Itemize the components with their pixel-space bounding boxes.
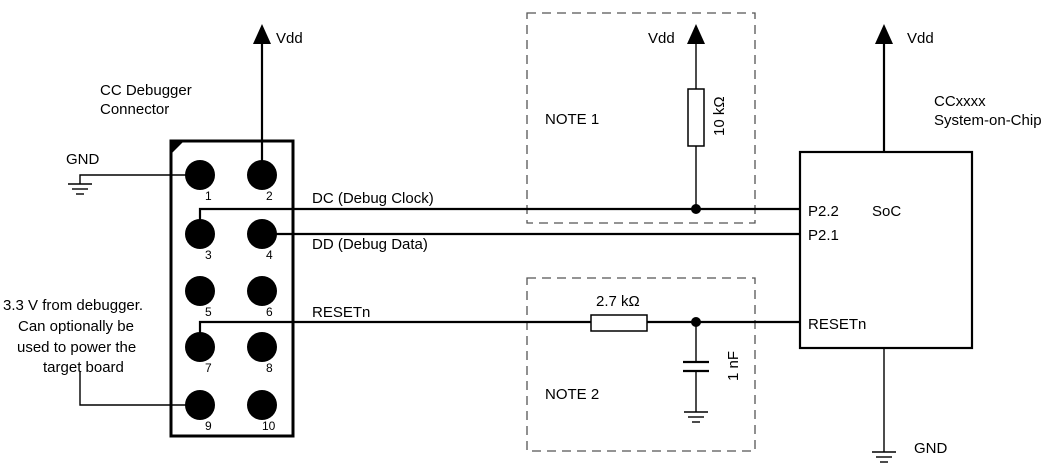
gnd-label-soc: GND: [914, 440, 948, 457]
pin-number-3: 3: [205, 248, 212, 262]
dc-junction: [691, 204, 701, 214]
vdd-label-soc: Vdd: [907, 30, 934, 47]
connector-title-1: CC Debugger: [100, 82, 192, 99]
note2-box: [526, 277, 756, 452]
annotation-line-3: used to power the: [17, 339, 136, 356]
pin1-marker: [171, 141, 184, 154]
pin-number-4: 4: [266, 248, 273, 262]
pin-6: [247, 276, 277, 306]
soc-label: SoC: [872, 203, 901, 220]
soc-pin-p22: P2.2: [808, 203, 839, 220]
soc-pin-p21: P2.1: [808, 227, 839, 244]
pin-8: [247, 332, 277, 362]
pullup-value: 10 kΩ: [711, 96, 728, 136]
series-resistor: [590, 314, 648, 332]
series-resistor-value: 2.7 kΩ: [596, 293, 640, 310]
reset-label: RESETn: [312, 304, 370, 321]
pin-5: [185, 276, 215, 306]
vdd-arrow-connector: [253, 24, 271, 44]
annotation-line-2: Can optionally be: [18, 318, 134, 335]
soc-title-2: System-on-Chip: [934, 112, 1042, 129]
pin9-wire: [79, 372, 200, 406]
note2-label: NOTE 2: [545, 386, 599, 403]
vdd-label-note1: Vdd: [648, 30, 675, 47]
annotation-line-1: 3.3 V from debugger.: [3, 297, 143, 314]
pullup-resistor: [687, 88, 705, 147]
vdd-label-connector: Vdd: [276, 30, 303, 47]
pin1-gnd-wire: [79, 174, 200, 184]
gnd-label-left: GND: [66, 151, 100, 168]
pin-number-10: 10: [262, 419, 276, 433]
annotation-line-4: target board: [43, 359, 124, 376]
soc-pin-reset: RESETn: [808, 316, 866, 333]
pin-number-2: 2: [266, 189, 273, 203]
pin-number-6: 6: [266, 305, 273, 319]
vdd-arrow-note1: [687, 24, 705, 44]
capacitor-value: 1 nF: [725, 351, 742, 381]
soc-block: [798, 150, 974, 350]
note1-box: [526, 12, 756, 224]
pin-number-8: 8: [266, 361, 273, 375]
pin-number-1: 1: [205, 189, 212, 203]
note1-label: NOTE 1: [545, 111, 599, 128]
connector-title-2: Connector: [100, 101, 169, 118]
pin-number-9: 9: [205, 419, 212, 433]
pin-number-5: 5: [205, 305, 212, 319]
dc-wire: [198, 207, 800, 234]
dd-label: DD (Debug Data): [312, 236, 428, 253]
vdd-arrow-soc: [875, 24, 893, 44]
dc-label: DC (Debug Clock): [312, 190, 434, 207]
reset-wire-left: [198, 320, 591, 347]
soc-title-1: CCxxxx: [934, 93, 986, 110]
pin-10: [247, 390, 277, 420]
pin-number-7: 7: [205, 361, 212, 375]
